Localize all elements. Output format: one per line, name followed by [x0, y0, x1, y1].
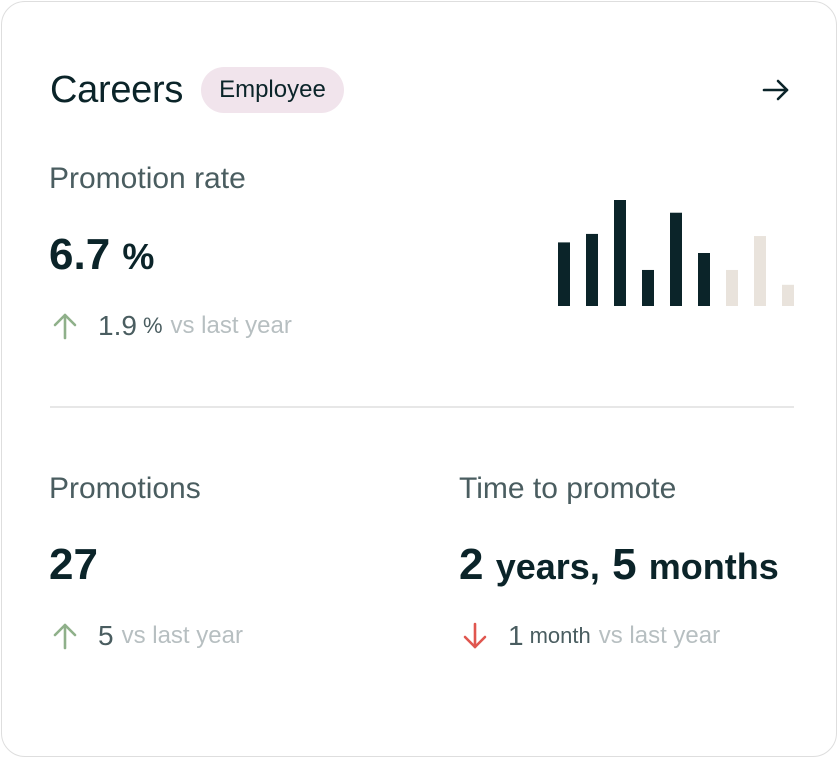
chart-bar-3	[614, 200, 626, 306]
promotions-value: 27	[49, 540, 98, 589]
chart-bar-1	[558, 242, 570, 306]
chart-bar-6	[698, 253, 710, 306]
promotion-rate-delta-unit: %	[142, 313, 163, 338]
promotions-delta: 5 vs last year	[50, 620, 243, 652]
employee-badge: Employee	[201, 67, 344, 113]
promotion-rate-number: 6.7	[49, 230, 111, 279]
time-to-promote-months-label: months	[648, 546, 779, 587]
promotion-rate-delta-value: 1.9	[98, 310, 137, 341]
arrow-down-icon	[463, 622, 487, 649]
chart-bar-7	[726, 269, 738, 306]
promotion-rate-bar-chart	[558, 200, 794, 306]
arrow-right-icon[interactable]	[760, 74, 792, 106]
chart-bar-8	[754, 236, 766, 306]
promotion-rate-value: 6.7 %	[49, 230, 154, 280]
arrow-up-icon	[53, 623, 77, 650]
card-header: Careers Employee	[50, 66, 344, 114]
time-to-promote-delta: 1 month vs last year	[460, 620, 720, 652]
section-divider	[50, 406, 794, 408]
promotion-rate-label: Promotion rate	[49, 162, 246, 195]
arrow-up-icon	[53, 313, 77, 340]
promotions-delta-text: vs last year	[121, 622, 243, 649]
time-to-promote-delta-unit: month	[529, 623, 591, 648]
promotion-rate-delta: 1.9 % vs last year	[50, 310, 292, 342]
promotion-rate-delta-text: vs last year	[170, 312, 292, 339]
time-to-promote-delta-value: 1	[508, 620, 524, 651]
time-to-promote-months: 5	[612, 540, 637, 589]
chart-bar-5	[670, 212, 682, 306]
chart-bar-4	[642, 269, 654, 306]
promotion-rate-unit: %	[122, 236, 155, 277]
time-to-promote-years-label: years,	[495, 546, 600, 587]
card-title: Careers	[50, 68, 184, 111]
promotions-delta-value: 5	[98, 620, 114, 651]
time-to-promote-years: 2	[459, 540, 484, 589]
promotions-label: Promotions	[49, 472, 201, 505]
time-to-promote-label: Time to promote	[459, 472, 677, 505]
chart-bar-2	[586, 233, 598, 306]
time-to-promote-value: 2 years, 5 months	[459, 540, 779, 590]
time-to-promote-delta-text: vs last year	[598, 622, 721, 649]
chart-bar-9	[782, 284, 794, 306]
